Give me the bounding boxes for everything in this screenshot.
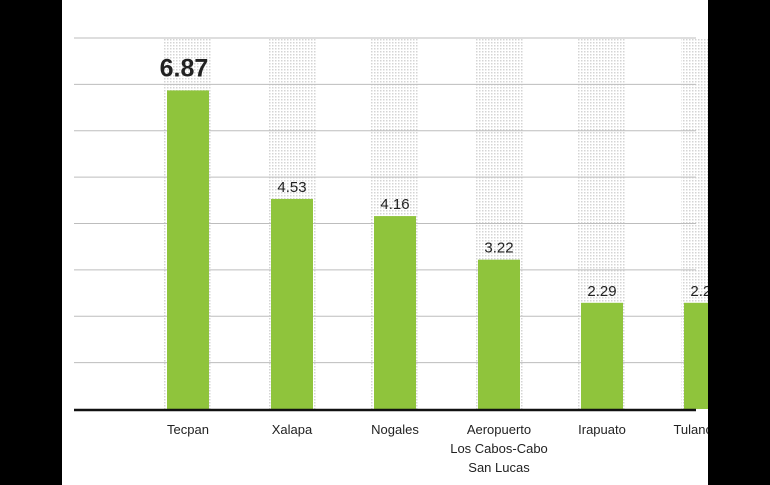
bar-chart: 6.87 4.53 4.16 3.22 2.29 2.29 Tecpan Xalapa Nog…: [74, 37, 708, 475]
chart-panel: 6.87 4.53 4.16 3.22 2.29 2.29 Tecpan Xalapa Nog…: [62, 0, 708, 485]
bar-tecpan: [167, 90, 209, 409]
category-labels: Tecpan Xalapa Nogales Aeropuerto Los Cabos-C…: [167, 422, 708, 475]
category-label: Irapuato: [578, 422, 626, 437]
value-label: 3.22: [484, 240, 513, 257]
value-label: 2.29: [587, 283, 616, 300]
category-label: Xalapa: [272, 422, 313, 437]
value-label: 4.16: [380, 196, 409, 213]
bar-irapuato: [581, 302, 623, 409]
value-label: 6.87: [160, 54, 209, 82]
category-label: Tulancingo: [673, 422, 708, 437]
bar-xalapa: [271, 198, 313, 409]
bar-tulancingo: [684, 302, 708, 409]
value-label: 2.29: [690, 283, 708, 300]
bar-nogales: [374, 216, 416, 409]
value-labels: 6.87 4.53 4.16 3.22 2.29 2.29: [160, 54, 708, 299]
category-label: Nogales: [371, 422, 419, 437]
value-label: 4.53: [277, 179, 306, 196]
category-label: Tecpan: [167, 422, 209, 437]
category-label: Aeropuerto Los Cabos-Cabo San Lucas: [450, 422, 548, 475]
bars: [167, 90, 708, 409]
bar-aeropuerto-los-cabos-cabo-san-lucas: [478, 259, 520, 409]
